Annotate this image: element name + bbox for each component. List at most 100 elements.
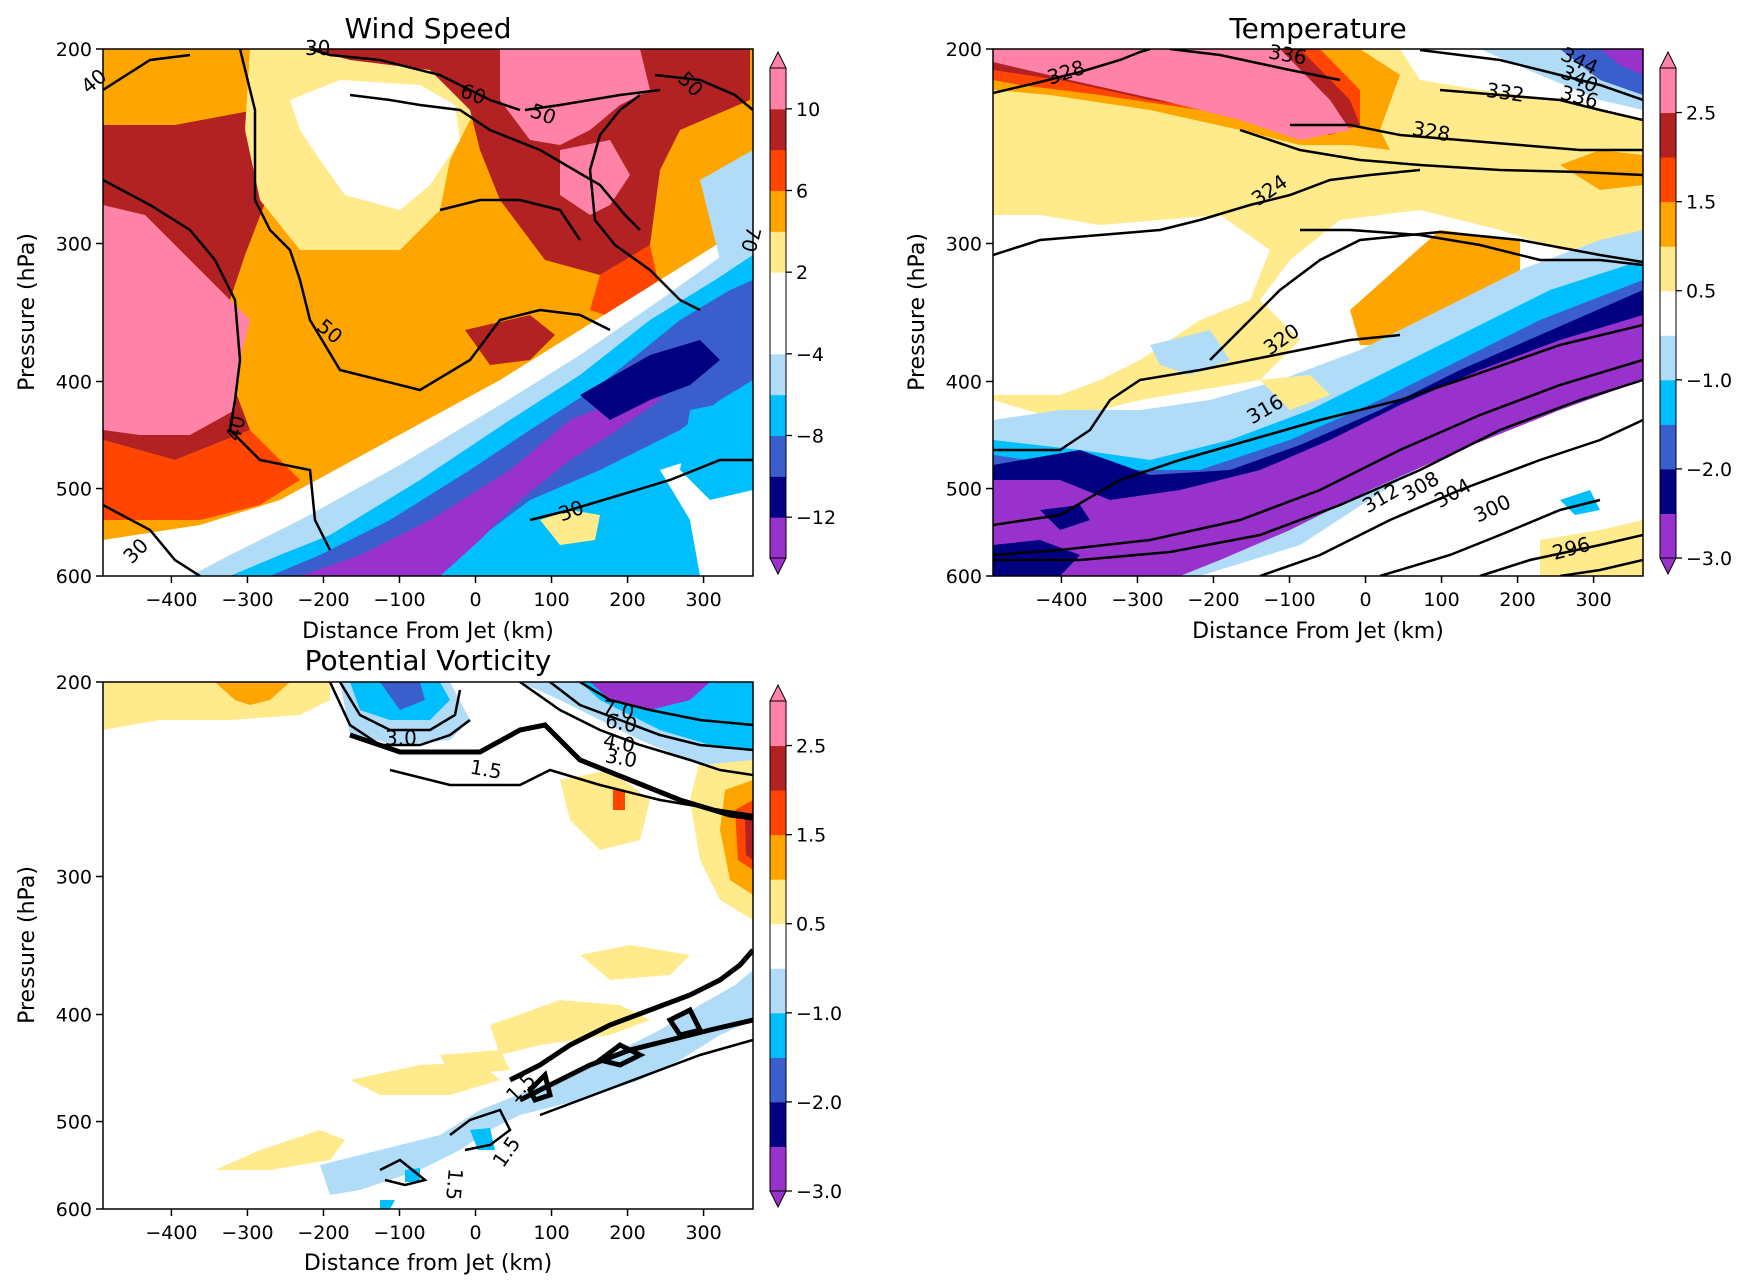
region-white-mid (993, 215, 1270, 395)
temperature-panel: Temperature (905, 12, 1732, 644)
y-axis: 200 300 400 500 600 (946, 39, 993, 588)
chart-title: Temperature (1228, 12, 1406, 45)
colorbar: 10 6 2 −4 −8 −12 (769, 50, 836, 576)
colorbar-tick-label: 6 (796, 181, 808, 203)
colorbar-swatch (1660, 424, 1676, 470)
x-tick-label: −300 (221, 589, 273, 611)
region-orange-top-left (215, 682, 290, 705)
region-light-yellow-mid (1260, 375, 1330, 410)
region-navy-lower (1040, 505, 1090, 530)
wind-speed-panel: Wind Speed (15, 12, 836, 644)
y-tick-label: 300 (56, 867, 92, 889)
colorbar-swatch (1660, 290, 1676, 336)
x-tick-label: −400 (145, 1222, 197, 1244)
colorbar-tick-label: 2.5 (1686, 103, 1716, 125)
region-white-notch (465, 682, 485, 695)
temperature-field (993, 49, 1643, 576)
colorbar-frame (769, 700, 787, 1192)
x-tick-label: −300 (221, 1222, 273, 1244)
region-red-orange-small (613, 790, 625, 810)
x-tick-label: −200 (1187, 589, 1239, 611)
colorbar-swatch (770, 1146, 786, 1192)
region-purple-band (300, 385, 660, 576)
colorbar-tick-label: 1.5 (796, 825, 826, 847)
y-axis: 200 300 400 500 600 (56, 39, 103, 588)
colorbar-tick-label: −1.0 (796, 1003, 842, 1025)
region-purple-top (1600, 49, 1643, 75)
region-yellow-patch-2 (490, 1000, 650, 1055)
y-tick-label: 600 (56, 566, 92, 588)
region-yellow-patch-1 (580, 945, 690, 980)
y-tick-label: 300 (56, 234, 92, 256)
colorbar-swatch (770, 231, 786, 273)
colorbar-tick-label: 0.5 (1686, 281, 1716, 303)
colorbar-extend-min (769, 557, 787, 576)
y-axis-label: Pressure (hPa) (905, 233, 930, 391)
x-tick-label: 200 (1499, 589, 1535, 611)
region-royal-blue-band (270, 280, 753, 576)
x-tick-label: 300 (1575, 589, 1611, 611)
region-yellow-patch-4 (215, 1130, 345, 1170)
colorbar-tick-label: 0.5 (796, 914, 826, 936)
colorbar-tick-label: −3.0 (796, 1181, 842, 1203)
colorbar-swatch (770, 435, 786, 477)
colorbar-extend-max (1659, 50, 1677, 69)
x-tick-label: −400 (145, 589, 197, 611)
x-tick-label: −400 (1035, 589, 1087, 611)
region-dark-red-mid (465, 315, 555, 365)
colorbar-extend-min (769, 1190, 787, 1209)
colorbar-tick-label: −12 (796, 507, 836, 529)
y-axis-label: Pressure (hPa) (15, 866, 40, 1024)
contour-label: 6.0 (604, 708, 639, 737)
region-navy-core (580, 340, 720, 420)
colorbar-swatch (770, 353, 786, 396)
colorbar-tick-label: 10 (796, 99, 820, 121)
colorbar-swatch (770, 701, 786, 747)
potential-vorticity-panel: Potential Vorticity (15, 644, 842, 1276)
colorbar-tick-label: −4 (796, 344, 824, 366)
x-tick-label: −200 (297, 1222, 349, 1244)
colorbar-tick-label: 2 (796, 262, 808, 284)
colorbar-swatch (1660, 379, 1676, 425)
colorbar-swatch (770, 394, 786, 436)
colorbar-swatch (1660, 335, 1676, 381)
x-tick-label: −200 (297, 589, 349, 611)
contour-label: 1.5 (441, 1167, 468, 1201)
colorbar-swatch (770, 745, 786, 791)
plot-frame (102, 48, 754, 577)
y-tick-label: 200 (56, 39, 92, 61)
region-purple-upper-right (590, 682, 710, 710)
y-tick-label: 300 (946, 234, 982, 256)
region-dark-red-top (310, 49, 750, 275)
region-purple-band (993, 315, 1643, 576)
x-tick-label: −100 (1263, 589, 1315, 611)
y-axis: 200 300 400 500 600 (56, 672, 103, 1221)
region-light-yellow-bottom (540, 510, 600, 545)
wind-speed-field (103, 49, 753, 576)
colorbar-tick-label: −2.0 (796, 1092, 842, 1114)
colorbar-swatch (770, 1012, 786, 1058)
colorbar-tick-label: 2.5 (796, 736, 826, 758)
colorbar-tick-label: −2.0 (1686, 459, 1732, 481)
region-pink-left (103, 205, 250, 435)
y-tick-label: 200 (946, 39, 982, 61)
contour-label: 7.0 (601, 695, 636, 724)
y-tick-label: 500 (56, 479, 92, 501)
colorbar-tick-label: −3.0 (1686, 548, 1732, 570)
y-tick-label: 600 (946, 566, 982, 588)
x-tick-label: 200 (609, 589, 645, 611)
x-tick-label: 0 (469, 589, 481, 611)
x-axis-label: Distance From Jet (km) (302, 619, 554, 644)
contour-label: 30 (305, 36, 330, 60)
x-tick-label: 200 (609, 1222, 645, 1244)
y-tick-label: 500 (56, 1112, 92, 1134)
x-tick-label: 300 (685, 1222, 721, 1244)
colorbar-extend-max (769, 683, 787, 702)
colorbar-frame (769, 67, 787, 559)
colorbar-extend-max (769, 50, 787, 69)
colorbar-swatch (770, 313, 786, 355)
x-axis: −400 −300 −200 −100 0 100 200 300 (1035, 576, 1612, 611)
region-light-blue-right (700, 150, 753, 260)
potential-vorticity-field (103, 682, 753, 1209)
colorbar-swatch (770, 790, 786, 836)
